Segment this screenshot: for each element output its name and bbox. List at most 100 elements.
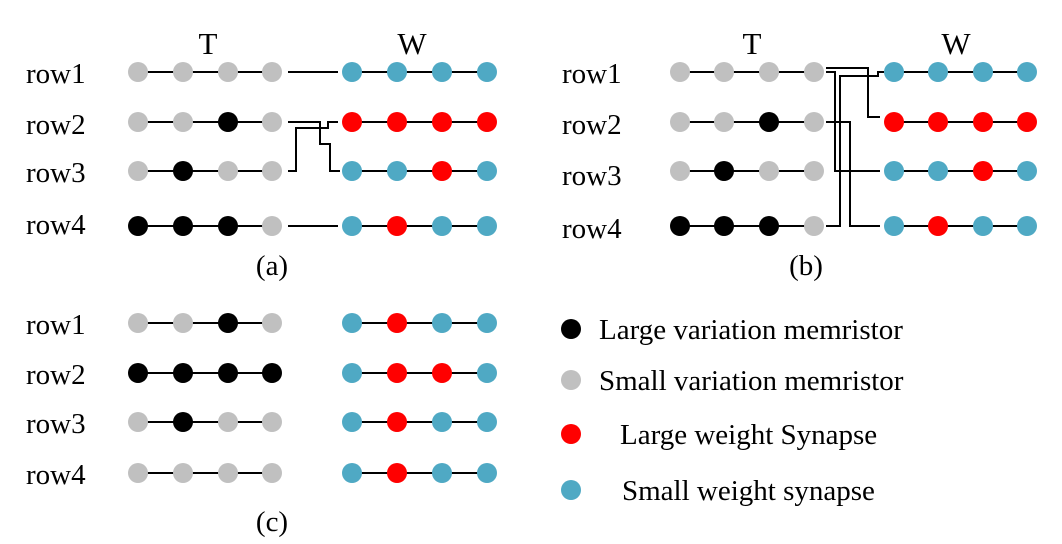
panel-b-large-variation-memristor-dot — [759, 216, 779, 236]
panel-b-small-variation-memristor-dot — [804, 161, 824, 181]
panel-a-large-weight-synapse-dot — [432, 161, 452, 181]
panel-a-large-variation-memristor-dot — [218, 216, 238, 236]
row-label: row4 — [26, 459, 86, 491]
panel-c-large-weight-synapse-dot — [387, 313, 407, 333]
panel-c-large-variation-memristor-dot — [218, 313, 238, 333]
panel-a-large-variation-memristor-dot — [128, 216, 148, 236]
panel-c-small-weight-synapse-dot — [432, 313, 452, 333]
panel-b-small-variation-memristor-dot — [714, 112, 734, 132]
panel-c-caption: (c) — [256, 506, 288, 538]
panel-a-caption: (a) — [256, 250, 288, 282]
panel-a-small-weight-synapse-dot — [432, 62, 452, 82]
panel-b-small-weight-synapse-dot — [884, 161, 904, 181]
panel-c-small-variation-memristor-dot — [262, 412, 282, 432]
panel-a-large-weight-synapse-dot — [387, 216, 407, 236]
panel-a-row-labels: row1 row2 row3 row4 — [26, 58, 86, 241]
panel-a-header-w: W — [397, 26, 427, 61]
link-row2-to-row4 — [826, 121, 880, 227]
panel-a-large-variation-memristor-dot — [218, 112, 238, 132]
panel-b-large-variation-memristor-dot — [670, 216, 690, 236]
panel-a-small-variation-memristor-dot — [262, 112, 282, 132]
panel-a-large-weight-synapse-dot — [477, 112, 497, 132]
panel-a-large-weight-synapse-dot — [342, 112, 362, 132]
legend-small-weight-dot — [561, 480, 581, 500]
panel-a-small-weight-synapse-dot — [342, 62, 362, 82]
panel-a-small-weight-synapse-dot — [342, 161, 362, 181]
link-row4-to-row1 — [826, 71, 884, 227]
panel-b-small-variation-memristor-dot — [759, 62, 779, 82]
legend-large-weight-label: Large weight Synapse — [620, 419, 877, 451]
panel-b-large-variation-memristor-dot — [714, 161, 734, 181]
panel-b-large-weight-synapse-dot — [973, 161, 993, 181]
panel-c-small-variation-memristor-dot — [262, 313, 282, 333]
panel-a-large-weight-synapse-dot — [432, 112, 452, 132]
legend: Large variation memristor Small variatio… — [561, 314, 904, 507]
row-label: row2 — [26, 359, 86, 391]
panel-a-small-variation-memristor-dot — [218, 161, 238, 181]
panel-c-small-variation-memristor-dot — [262, 463, 282, 483]
panel-a-small-weight-synapse-dot — [477, 62, 497, 82]
legend-small-variation-label: Small variation memristor — [599, 365, 904, 397]
panel-b-small-variation-memristor-dot — [759, 161, 779, 181]
panel-b-small-variation-memristor-dot — [670, 112, 690, 132]
panel-a-small-weight-synapse-dot — [432, 216, 452, 236]
panel-c-large-weight-synapse-dot — [432, 363, 452, 383]
panel-b-large-weight-synapse-dot — [928, 216, 948, 236]
panel-c-large-variation-memristor-dot — [262, 363, 282, 383]
panel-a-header-t: T — [199, 26, 218, 61]
panel-a-small-variation-memristor-dot — [173, 62, 193, 82]
panel-b-row-labels: row1 row2 row3 row4 — [562, 58, 622, 245]
panel-c-small-variation-memristor-dot — [128, 313, 148, 333]
panel-c-small-weight-synapse-dot — [342, 412, 362, 432]
panel-b-large-weight-synapse-dot — [973, 112, 993, 132]
row-label: row2 — [26, 109, 86, 141]
panel-b-large-weight-synapse-dot — [928, 112, 948, 132]
panel-a-small-variation-memristor-dot — [173, 112, 193, 132]
panel-b-small-weight-synapse-dot — [884, 216, 904, 236]
panel-c-small-weight-synapse-dot — [477, 412, 497, 432]
panel-c-small-weight-synapse-dot — [432, 412, 452, 432]
legend-small-variation-dot — [561, 370, 581, 390]
panel-b-small-weight-synapse-dot — [1017, 62, 1037, 82]
link-row2-to-row3 — [288, 121, 340, 172]
panel-b-small-variation-memristor-dot — [670, 161, 690, 181]
panel-a-small-weight-synapse-dot — [387, 62, 407, 82]
legend-large-variation-label: Large variation memristor — [599, 314, 903, 346]
panel-c-small-variation-memristor-dot — [218, 463, 238, 483]
panel-c-small-variation-memristor-dot — [128, 412, 148, 432]
panel-c-large-weight-synapse-dot — [387, 412, 407, 432]
panel-c-large-variation-memristor-dot — [128, 363, 148, 383]
panel-b-large-weight-synapse-dot — [884, 112, 904, 132]
row-label: row4 — [562, 213, 622, 245]
panel-b-caption: (b) — [789, 250, 823, 282]
panel-c-small-variation-memristor-dot — [173, 463, 193, 483]
row-label: row3 — [562, 160, 622, 192]
panel-a-large-variation-memristor-dot — [173, 216, 193, 236]
panel-b-header-w: W — [941, 26, 971, 61]
panel-b-small-weight-synapse-dot — [973, 62, 993, 82]
panel-b-connections — [826, 67, 884, 227]
panel-c-small-variation-memristor-dot — [173, 313, 193, 333]
legend-large-weight-dot — [561, 424, 581, 444]
panel-c-large-weight-synapse-dot — [387, 363, 407, 383]
panel-c-small-variation-memristor-dot — [128, 463, 148, 483]
panel-b-small-variation-memristor-dot — [804, 62, 824, 82]
panel-a-small-variation-memristor-dot — [262, 161, 282, 181]
legend-large-variation-dot — [561, 319, 581, 339]
panel-c-large-variation-memristor-dot — [218, 363, 238, 383]
panel-c-small-weight-synapse-dot — [477, 363, 497, 383]
panel-b-large-variation-memristor-dot — [714, 216, 734, 236]
panel-a-small-weight-synapse-dot — [342, 216, 362, 236]
panel-a-small-weight-synapse-dot — [477, 161, 497, 181]
panel-c-large-weight-synapse-dot — [387, 463, 407, 483]
panel-a-small-variation-memristor-dot — [128, 161, 148, 181]
row-label: row1 — [26, 58, 86, 90]
panel-b-small-variation-memristor-dot — [714, 62, 734, 82]
panel-c-small-weight-synapse-dot — [477, 463, 497, 483]
link-row1-to-row2 — [826, 67, 880, 118]
panel-a-large-variation-memristor-dot — [173, 161, 193, 181]
panel-b-large-variation-memristor-dot — [759, 112, 779, 132]
panel-b-small-weight-synapse-dot — [884, 62, 904, 82]
panel-c-large-variation-memristor-dot — [173, 412, 193, 432]
